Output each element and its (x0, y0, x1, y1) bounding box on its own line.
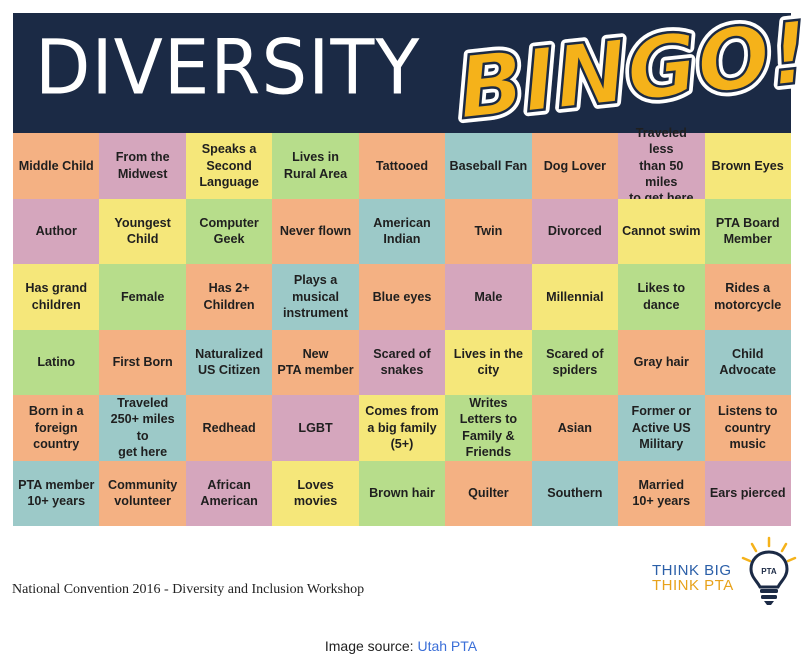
bingo-cell: Tattooed (358, 133, 446, 199)
bingo-cell: From the Midwest (99, 133, 186, 199)
bingo-word-outline: BINGO! (453, 3, 802, 139)
bingo-cell: New PTA member (272, 329, 359, 395)
bingo-cell: Brown hair (358, 460, 446, 526)
bingo-cell: Married 10+ years (618, 460, 705, 526)
bingo-cell: Never flown (272, 198, 359, 264)
bingo-cell: Has grand children (13, 264, 100, 330)
bingo-cell: Cannot swim (618, 198, 705, 264)
bingo-cell: Loves movies (272, 460, 359, 526)
logo-badge: PTA (761, 567, 777, 576)
bingo-cell: Naturalized US Citizen (185, 329, 273, 395)
bingo-cell: Twin (445, 198, 532, 264)
bingo-cell: Comes from a big family (5+) (358, 395, 446, 461)
bingo-cell: Female (99, 264, 186, 330)
logo-line-2: THINK PTA (652, 577, 734, 594)
bingo-cell: Speaks a Second Language (185, 133, 273, 199)
bingo-cell: African American (185, 460, 273, 526)
bingo-cell: Brown Eyes (704, 133, 791, 199)
bingo-cell: PTA Board Member (704, 198, 791, 264)
bingo-cell: Has 2+ Children (185, 264, 273, 330)
bingo-cell: Computer Geek (185, 198, 273, 264)
bingo-cell: Millennial (531, 264, 619, 330)
bingo-cell: Southern (531, 460, 619, 526)
bingo-cell: Scared of spiders (531, 329, 619, 395)
bingo-cell: Traveled 250+ miles to get here (99, 395, 186, 461)
bingo-cell: Youngest Child (99, 198, 186, 264)
source-link[interactable]: Utah PTA (417, 638, 478, 654)
bingo-cell: American Indian (358, 198, 446, 264)
bingo-cell: Baseball Fan (445, 133, 532, 199)
bingo-cell: Quilter (445, 460, 532, 526)
logo-line-1: THINK BIG (652, 562, 732, 579)
bingo-cell: Lives in the city (445, 329, 532, 395)
bingo-cell: Asian (531, 395, 619, 461)
bingo-cell: Author (13, 198, 100, 264)
bingo-cell: Dog Lover (531, 133, 619, 199)
bingo-cell: Blue eyes (358, 264, 446, 330)
bingo-cell: Redhead (185, 395, 273, 461)
bingo-cell: Gray hair (618, 329, 705, 395)
bingo-cell: Child Advocate (704, 329, 791, 395)
bingo-cell: Likes to dance (618, 264, 705, 330)
source-label: Image source: (324, 638, 414, 654)
bingo-cell: Middle Child (13, 133, 100, 199)
bingo-cell: Scared of snakes (358, 329, 446, 395)
bingo-cell: Writes Letters to Family & Friends (445, 395, 532, 461)
bingo-cell: Ears pierced (704, 460, 791, 526)
bingo-cell: First Born (99, 329, 186, 395)
bingo-cell: Plays a musical instrument (272, 264, 359, 330)
bingo-cell: Male (445, 264, 532, 330)
bingo-cell: Divorced (531, 198, 619, 264)
lightbulb-icon: PTA (741, 536, 797, 605)
bingo-cell: PTA member 10+ years (13, 460, 100, 526)
bingo-cell: Traveled less than 50 miles to get here (618, 126, 705, 205)
header-banner: DIVERSITY BINGO! BINGO! (13, 0, 802, 144)
bingo-logo: BINGO! BINGO! (448, 0, 802, 144)
bingo-cell: Lives in Rural Area (272, 133, 359, 199)
bingo-cell: LGBT (272, 395, 359, 461)
bingo-cell: Listens to country music (704, 395, 791, 461)
image-source: Image source: Utah PTA (0, 638, 802, 654)
bingo-cell: Rides a motorcycle (704, 264, 791, 330)
bingo-grid: Middle Child From the Midwest Speaks a Sec… (13, 126, 791, 526)
think-big-logo: THINK BIG THINK PTA PTA (652, 536, 802, 606)
page-title: DIVERSITY (35, 22, 421, 112)
bingo-cell: Born in a foreign country (13, 395, 100, 461)
bingo-cell: Former or Active US Military (618, 395, 705, 461)
footer-caption: National Convention 2016 - Diversity and… (12, 582, 365, 597)
bingo-cell: Latino (13, 329, 100, 395)
bingo-cell: Community volunteer (99, 460, 186, 526)
